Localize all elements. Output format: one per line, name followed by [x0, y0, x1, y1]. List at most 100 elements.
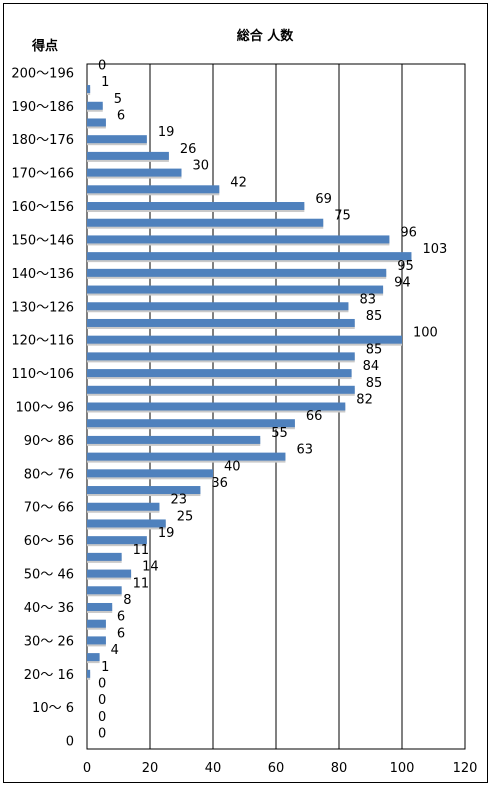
category-labels: 200～196 190～186 180～176 170～166 160～156 150～1… [11, 66, 74, 749]
category-label: 50～ 46 [24, 568, 74, 583]
data-label: 6 [117, 610, 125, 625]
bar [87, 369, 352, 378]
data-label: 26 [180, 142, 197, 157]
data-label: 66 [306, 409, 323, 424]
bar [87, 602, 113, 611]
bar [87, 419, 295, 428]
x-tick-label: 120 [453, 761, 478, 776]
data-label: 25 [177, 509, 194, 524]
bar [87, 101, 103, 110]
category-label: 40～ 36 [24, 601, 74, 616]
bar [87, 636, 106, 645]
bar [87, 669, 91, 678]
data-label: 36 [211, 476, 228, 491]
bar [87, 285, 384, 294]
bar [87, 502, 160, 511]
data-label: 0 [98, 677, 106, 692]
category-label: 80～ 76 [24, 467, 74, 482]
data-label: 0 [98, 58, 106, 73]
data-label: 19 [158, 125, 175, 140]
data-label: 0 [98, 693, 106, 708]
bar [87, 452, 286, 461]
x-tick-label: 100 [390, 761, 415, 776]
data-label: 69 [315, 192, 332, 207]
bar [87, 235, 390, 244]
bar [87, 385, 355, 394]
category-label: 20～ 16 [24, 668, 74, 683]
bar [87, 202, 305, 211]
bar [87, 185, 220, 194]
x-tick-label: 40 [205, 761, 222, 776]
data-label: 14 [142, 560, 159, 575]
bar [87, 335, 402, 344]
data-label: 85 [366, 342, 383, 357]
data-label: 11 [133, 576, 150, 591]
bar [87, 318, 355, 327]
bar [87, 118, 106, 127]
data-label: 8 [123, 593, 131, 608]
data-label: 96 [400, 225, 417, 240]
data-label: 0 [98, 710, 106, 725]
bar [87, 218, 324, 227]
data-label: 40 [224, 459, 241, 474]
x-tick-label: 20 [142, 761, 159, 776]
data-label: 0 [98, 727, 106, 742]
bar [87, 151, 169, 160]
data-label: 5 [114, 92, 122, 107]
data-label: 94 [394, 276, 411, 291]
data-label: 100 [413, 326, 438, 341]
bar [87, 486, 201, 495]
bar [87, 135, 147, 144]
category-label: 200～196 [11, 66, 74, 81]
category-label: 70～ 66 [24, 501, 74, 516]
bar [87, 352, 355, 361]
data-label: 4 [111, 643, 119, 658]
category-label: 170～166 [11, 167, 74, 182]
category-label: 90～ 86 [24, 434, 74, 449]
category-label: 190～186 [11, 100, 74, 115]
bar [87, 536, 147, 545]
category-label: 160～156 [11, 200, 74, 215]
bar [87, 552, 122, 561]
bar [87, 586, 122, 595]
bar [87, 569, 132, 578]
data-label: 1 [101, 660, 109, 675]
category-label: 120～116 [11, 334, 74, 349]
data-label: 95 [397, 259, 414, 274]
bar [87, 302, 349, 311]
data-label: 1 [101, 75, 109, 90]
category-label: 100～ 96 [16, 401, 75, 416]
bars [87, 85, 412, 680]
data-label: 82 [356, 393, 373, 408]
data-label: 85 [366, 376, 383, 391]
y-axis-title: 得点 [31, 38, 58, 54]
bar [87, 519, 166, 528]
category-label: 140～136 [11, 267, 74, 282]
x-tick-label: 0 [83, 761, 91, 776]
x-tick-label: 60 [268, 761, 285, 776]
chart-title: 総合 人数 [237, 28, 295, 44]
bar [87, 402, 346, 411]
bar [87, 653, 100, 662]
data-label: 84 [363, 359, 380, 374]
bar [87, 435, 261, 444]
data-label: 103 [422, 242, 447, 257]
data-label: 30 [193, 159, 210, 174]
data-label: 63 [296, 443, 313, 458]
bar [87, 619, 106, 628]
bar [87, 469, 213, 478]
data-label: 85 [366, 309, 383, 324]
data-label: 19 [158, 526, 175, 541]
category-label: 180～176 [11, 133, 74, 148]
x-tick-labels: 0 20 40 60 80 100 120 [83, 761, 478, 776]
data-label: 55 [271, 426, 288, 441]
data-label: 75 [334, 209, 351, 224]
data-label: 23 [170, 493, 187, 508]
category-label: 30～ 26 [24, 634, 74, 649]
value-labels: 0156192630426975961039594838510085848582… [98, 58, 447, 741]
category-label: 60～ 56 [24, 534, 74, 549]
bar [87, 268, 387, 277]
bar [87, 85, 91, 94]
data-label: 6 [117, 626, 125, 641]
